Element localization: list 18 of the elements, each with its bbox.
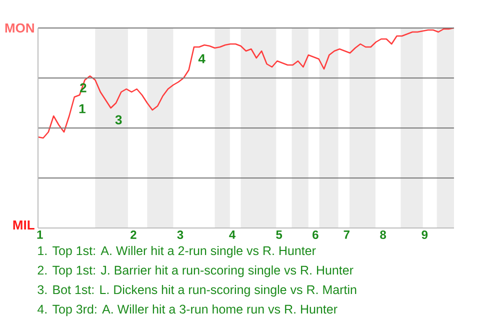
annotation: 1 [79, 104, 86, 114]
x-tick-label: 8 [380, 230, 386, 240]
x-tick-label: 1 [37, 230, 43, 239]
text: MON [5, 23, 34, 33]
text: 1. Top 1st: A. Willer hit a 2-run single vs R. Hunter [38, 246, 316, 258]
x-tick-label: 6 [312, 230, 318, 240]
x-tick-label: 9 [422, 230, 428, 240]
x-tick-label: 7 [344, 230, 350, 239]
text: 4. Top 3rd: A. Willer hit a 3-run home run vs R. Hunter [37, 304, 338, 316]
annotation: 4 [198, 54, 206, 64]
x-tick-label: 4 [229, 230, 236, 239]
x-tick-label: 3 [177, 230, 184, 240]
annotation: 3 [115, 115, 122, 124]
x-tick-label: 5 [276, 230, 282, 239]
text: 2. Top 1st: J. Barrier hit a run-scoring single vs R. Hunter [38, 265, 354, 278]
x-tick-label: 2 [130, 230, 136, 239]
text: 3. Bot 1st: L. Dickens hit a run-scoring single vs R. Martin [38, 284, 356, 297]
text: MIL [13, 220, 34, 230]
